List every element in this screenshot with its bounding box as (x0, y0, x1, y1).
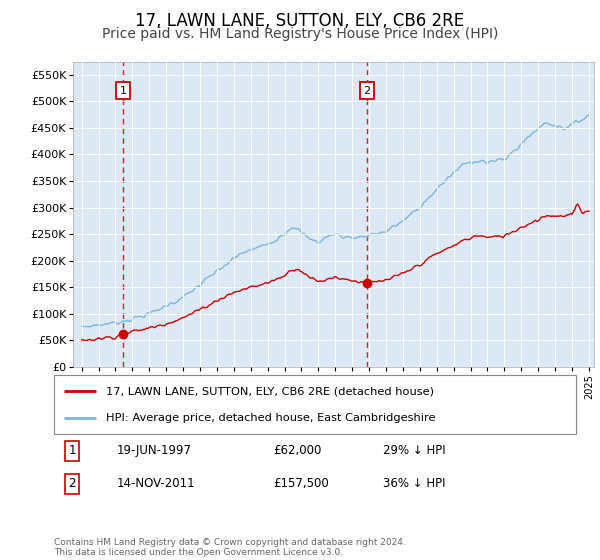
Text: 17, LAWN LANE, SUTTON, ELY, CB6 2RE (detached house): 17, LAWN LANE, SUTTON, ELY, CB6 2RE (det… (106, 386, 434, 396)
FancyBboxPatch shape (54, 375, 576, 434)
Text: 36% ↓ HPI: 36% ↓ HPI (383, 477, 445, 491)
Text: 2: 2 (364, 86, 370, 96)
Text: Price paid vs. HM Land Registry's House Price Index (HPI): Price paid vs. HM Land Registry's House … (102, 27, 498, 41)
Text: 14-NOV-2011: 14-NOV-2011 (116, 477, 195, 491)
Text: Contains HM Land Registry data © Crown copyright and database right 2024.
This d: Contains HM Land Registry data © Crown c… (54, 538, 406, 557)
Text: 29% ↓ HPI: 29% ↓ HPI (383, 445, 445, 458)
Text: £157,500: £157,500 (273, 477, 329, 491)
Text: 1: 1 (68, 445, 76, 458)
Text: 17, LAWN LANE, SUTTON, ELY, CB6 2RE: 17, LAWN LANE, SUTTON, ELY, CB6 2RE (136, 12, 464, 30)
Text: HPI: Average price, detached house, East Cambridgeshire: HPI: Average price, detached house, East… (106, 413, 436, 423)
Text: 19-JUN-1997: 19-JUN-1997 (116, 445, 191, 458)
Text: £62,000: £62,000 (273, 445, 322, 458)
Text: 2: 2 (68, 477, 76, 491)
Text: 1: 1 (120, 86, 127, 96)
